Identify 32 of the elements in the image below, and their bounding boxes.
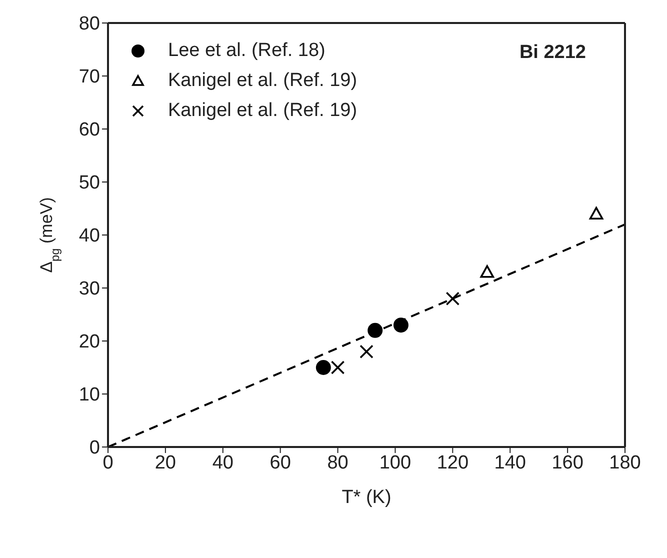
y-tick-label: 40 — [78, 226, 100, 247]
legend-label: Kanigel et al. (Ref. 19) — [168, 70, 358, 92]
y-tick-label: 10 — [78, 384, 100, 406]
legend-label: Lee et al. (Ref. 18) — [168, 40, 326, 62]
x-tick-label: 140 — [494, 452, 526, 474]
point — [330, 360, 345, 374]
y-tick-label: 30 — [78, 278, 100, 300]
point — [589, 206, 604, 220]
x-tick-label: 160 — [552, 452, 584, 474]
y-tick-label: 0 — [89, 438, 100, 459]
y-tick-label: 20 — [78, 332, 100, 353]
x-tick-label: 80 — [327, 452, 348, 474]
x-tick-label: 60 — [270, 452, 291, 474]
point — [393, 318, 408, 333]
legend-label: Kanigel et al. (Ref. 19) — [168, 100, 358, 122]
x-tick-label: 120 — [436, 452, 469, 474]
x-tick-label: 20 — [154, 452, 176, 474]
point — [368, 322, 383, 338]
x-tick-label: 100 — [379, 452, 412, 474]
point — [360, 344, 374, 358]
y-tick-label: 60 — [78, 120, 100, 141]
point — [316, 360, 331, 375]
x-axis-title: T* (K) — [342, 487, 392, 508]
annotation: Bi 2212 — [519, 42, 586, 64]
point — [446, 292, 460, 306]
y-tick-label: 80 — [78, 14, 100, 35]
x-tick-label: 0 — [102, 452, 114, 474]
x-tick-label: 180 — [609, 452, 641, 474]
y-tick-label: 50 — [78, 172, 100, 194]
point — [480, 265, 494, 278]
y-tick-label: 70 — [78, 66, 100, 88]
x-tick-label: 40 — [212, 452, 234, 474]
